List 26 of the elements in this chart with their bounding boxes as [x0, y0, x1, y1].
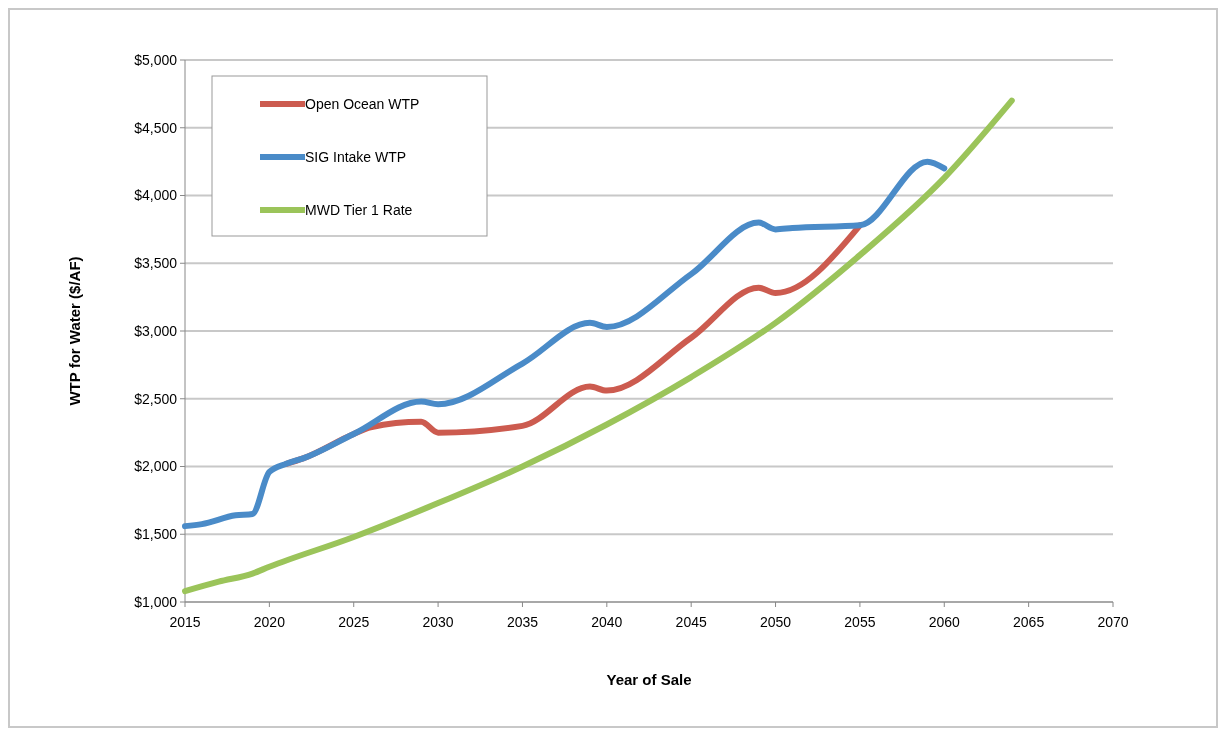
- y-tick-label: $4,000: [134, 187, 178, 204]
- x-tick-label: 2060: [928, 614, 961, 630]
- x-tick-label: 2030: [422, 614, 454, 630]
- y-tick-label: $2,500: [134, 390, 178, 407]
- x-tick-label: 2025: [338, 614, 370, 630]
- y-tick-label: $3,000: [134, 322, 178, 339]
- x-tick-label: 2035: [506, 614, 539, 630]
- legend-label: MWD Tier 1 Rate: [305, 201, 413, 218]
- x-tick-label: 2020: [253, 614, 286, 630]
- x-tick-label: 2045: [675, 614, 707, 630]
- y-axis-title: WTP for Water ($/AF): [66, 256, 83, 406]
- y-tick-label: $2,000: [134, 458, 178, 475]
- y-tick-label: $5,000: [134, 51, 178, 68]
- x-tick-label: 2050: [759, 614, 792, 630]
- x-tick-label: 2040: [591, 614, 623, 630]
- y-tick-label: $3,500: [134, 255, 178, 272]
- y-tick-label: $1,500: [134, 526, 178, 543]
- x-tick-label: 2055: [844, 614, 876, 630]
- y-tick-label: $4,500: [134, 119, 178, 136]
- x-tick-label: 2015: [169, 614, 201, 630]
- y-tick-label: $1,000: [134, 593, 178, 610]
- legend-label: SIG Intake WTP: [305, 148, 407, 165]
- x-tick-label: 2065: [1013, 614, 1045, 630]
- legend-label: Open Ocean WTP: [305, 95, 420, 112]
- x-axis-title: Year of Sale: [606, 671, 692, 688]
- x-tick-label: 2070: [1097, 614, 1129, 630]
